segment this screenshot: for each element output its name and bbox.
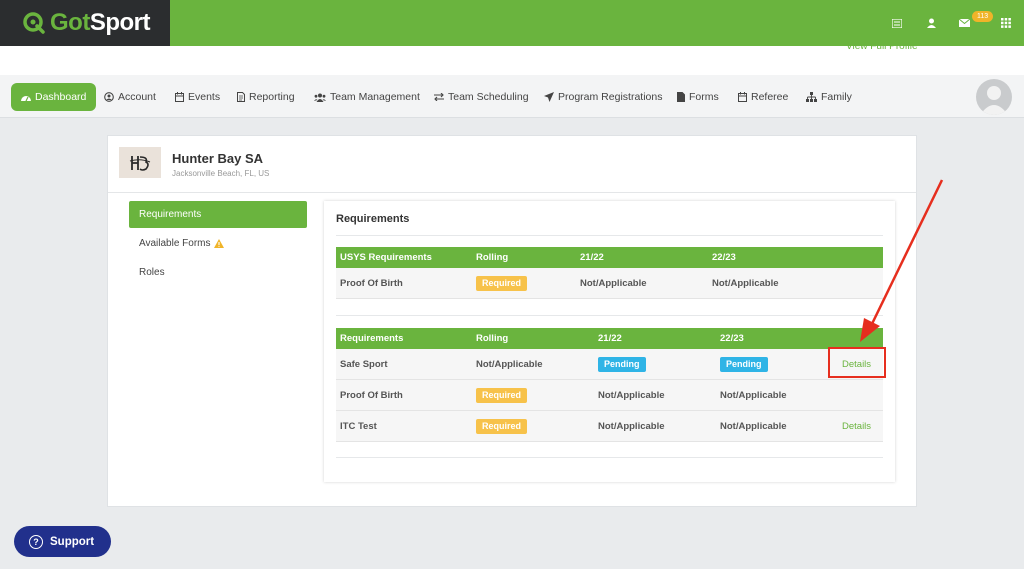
column-header: 22/23: [720, 333, 744, 344]
exchange-icon: [434, 93, 444, 101]
nav-program-registrations[interactable]: Program Registrations: [544, 83, 662, 111]
user-icon[interactable]: [925, 17, 937, 29]
view-full-profile-link[interactable]: View Full Profile: [846, 41, 918, 52]
sidebar-item-roles[interactable]: Roles: [139, 267, 165, 278]
org-name: Hunter Bay SA: [172, 151, 264, 166]
requirement-name: Proof Of Birth: [340, 390, 403, 401]
status-text: Not/Applicable: [580, 278, 647, 289]
messages-button[interactable]: 113: [959, 11, 994, 27]
document-icon: [237, 92, 245, 102]
status-text: Not/Applicable: [598, 390, 665, 401]
table-row: Proof Of Birth Required Not/Applicable N…: [336, 380, 883, 411]
nav-dashboard[interactable]: Dashboard: [11, 83, 97, 111]
status-badge: Pending: [720, 357, 768, 372]
paper-plane-icon: [544, 92, 554, 102]
support-button[interactable]: ? Support: [14, 526, 111, 557]
nav-team-scheduling[interactable]: Team Scheduling: [434, 83, 529, 111]
dashboard-icon: [21, 95, 31, 101]
nav-reporting[interactable]: Reporting: [237, 83, 295, 111]
list-icon[interactable]: [891, 17, 903, 29]
nav-referee[interactable]: Referee: [738, 83, 788, 111]
status-badge: Pending: [598, 357, 646, 372]
panel-title: Requirements: [336, 213, 410, 225]
profile-strip: [0, 46, 1024, 75]
org-logo: [119, 147, 161, 178]
nav-forms[interactable]: Forms: [677, 83, 719, 111]
details-link[interactable]: Details: [842, 421, 872, 432]
nav-team-management[interactable]: Team Management: [314, 83, 420, 111]
logo-mark-icon: [23, 12, 45, 34]
question-icon: ?: [29, 534, 43, 549]
requirement-name: ITC Test: [340, 421, 377, 432]
sidebar-item-available-forms[interactable]: Available Forms: [129, 230, 307, 257]
user-circle-icon: [104, 92, 114, 102]
calendar-icon: [175, 92, 184, 102]
column-header: Rolling: [476, 333, 509, 344]
sidebar-item-requirements[interactable]: Requirements: [129, 201, 307, 228]
main-nav: Dashboard Account Events Reporting Team …: [0, 75, 1024, 118]
table-row: Proof Of Birth Required Not/Applicable N…: [336, 268, 883, 299]
nav-account[interactable]: Account: [104, 83, 156, 111]
org-location: Jacksonville Beach, FL, US: [172, 169, 270, 178]
nav-events[interactable]: Events: [175, 83, 220, 111]
status-badge: Required: [476, 419, 528, 434]
status-text: Not/Applicable: [598, 421, 665, 432]
status-text: Not/Applicable: [720, 390, 787, 401]
logo-text: GotSport: [50, 9, 151, 36]
sitemap-icon: [806, 92, 817, 102]
requirement-name: Proof Of Birth: [340, 278, 403, 289]
mail-icon: [959, 19, 970, 27]
status-text: Not/Applicable: [720, 421, 787, 432]
gotsport-logo[interactable]: GotSport: [0, 0, 170, 46]
column-header: 21/22: [598, 333, 622, 344]
requirements-panel: Requirements USYS Requirements Rolling 2…: [324, 201, 895, 482]
status-badge: Required: [476, 276, 528, 291]
status-badge: Required: [476, 388, 528, 403]
column-header: USYS Requirements: [340, 252, 432, 263]
column-header: 21/22: [580, 252, 604, 263]
table-row: Safe Sport Not/Applicable Pending Pendin…: [336, 349, 883, 380]
table-row: ITC Test Required Not/Applicable Not/App…: [336, 411, 883, 442]
highlight-box: [828, 347, 886, 378]
column-header: Requirements: [340, 333, 404, 344]
column-header: Rolling: [476, 252, 509, 263]
divider: [336, 235, 883, 236]
divider: [336, 457, 883, 458]
requirement-name: Safe Sport: [340, 359, 388, 370]
status-text: Not/Applicable: [476, 359, 543, 370]
status-text: Not/Applicable: [712, 278, 779, 289]
top-bar: GotSport 113: [0, 0, 1024, 46]
requirements-table-header: Requirements Rolling 21/22 22/23: [336, 328, 883, 349]
avatar[interactable]: [976, 79, 1012, 115]
warning-icon: [213, 239, 224, 248]
organization-card: Hunter Bay SA Jacksonville Beach, FL, US…: [107, 135, 917, 507]
details-link[interactable]: Details: [842, 359, 872, 370]
users-icon: [314, 93, 326, 102]
column-header: 22/23: [712, 252, 736, 263]
nav-family[interactable]: Family: [806, 83, 852, 111]
file-icon: [677, 92, 685, 102]
notification-badge: 113: [972, 11, 994, 22]
divider: [336, 315, 883, 316]
calendar-icon: [738, 92, 747, 102]
grid-icon[interactable]: [1000, 17, 1012, 29]
org-header: Hunter Bay SA Jacksonville Beach, FL, US: [108, 136, 916, 193]
usys-requirements-table-header: USYS Requirements Rolling 21/22 22/23: [336, 247, 883, 268]
